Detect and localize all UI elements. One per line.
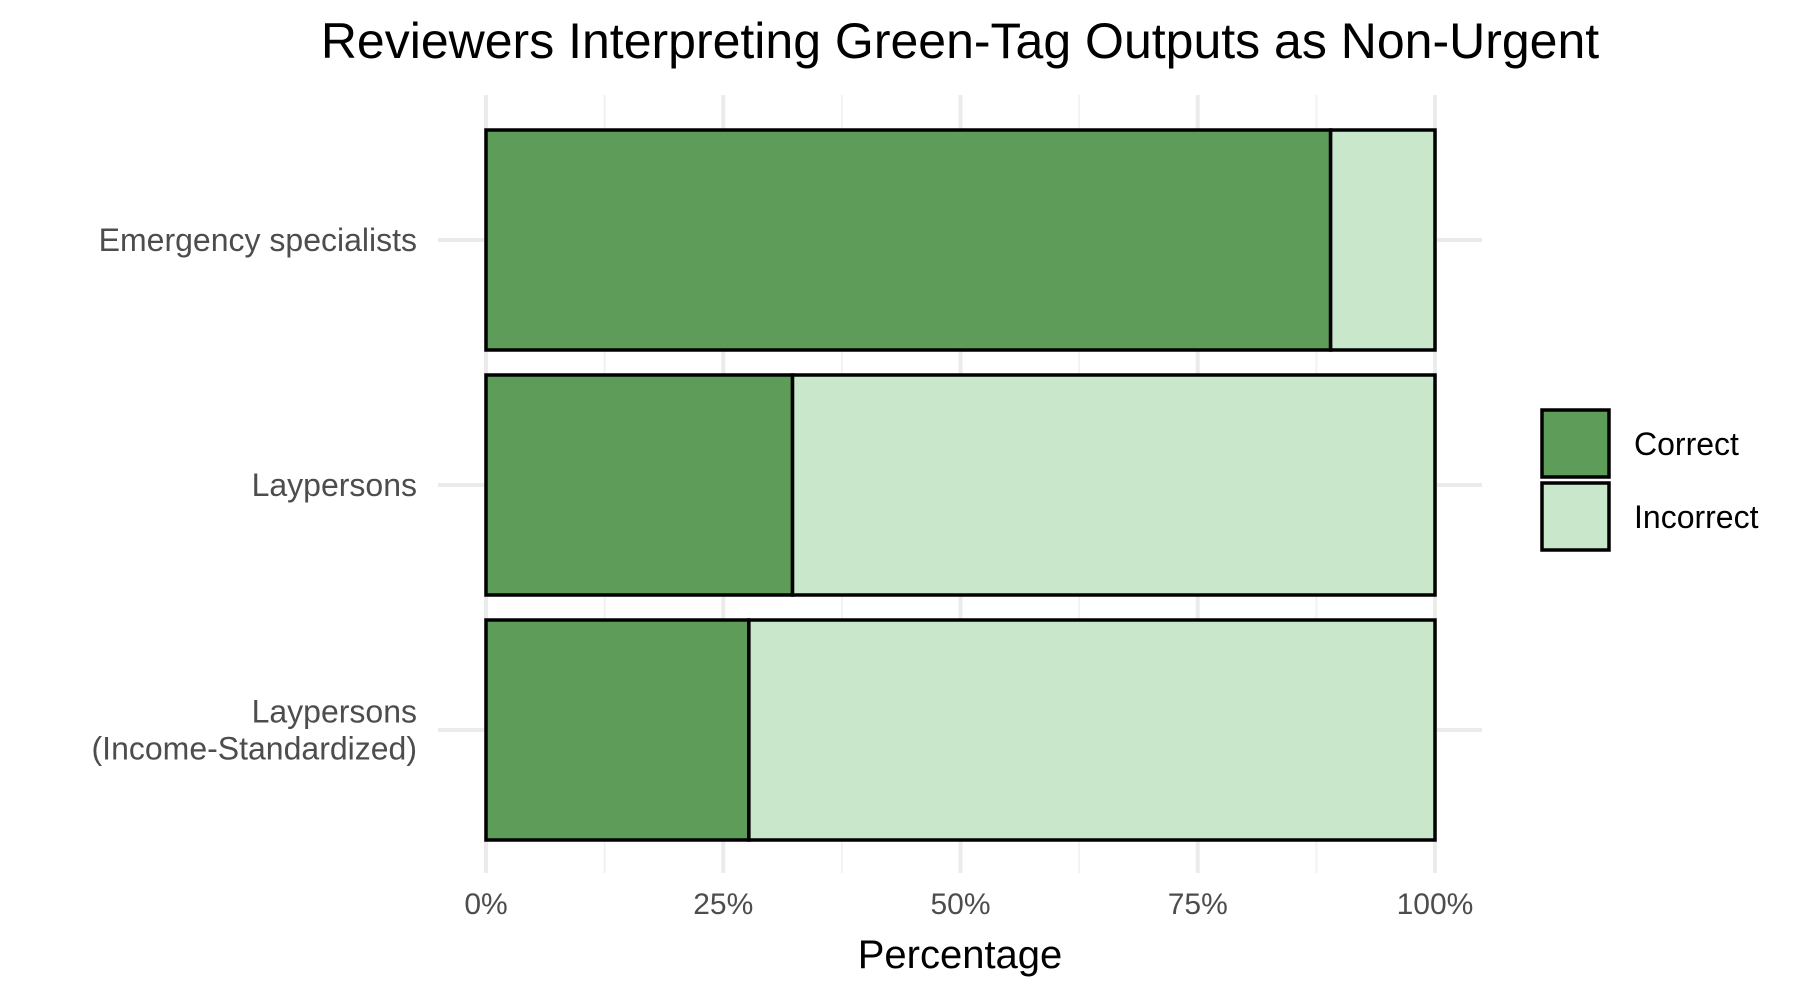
legend-label: Incorrect [1634, 499, 1759, 535]
bar-correct [484, 373, 795, 597]
x-axis-title: Percentage [858, 933, 1063, 977]
legend-key-correct [1540, 408, 1611, 479]
bar-incorrect [790, 373, 1437, 597]
category-label: Laypersons [252, 694, 417, 730]
chart-title: Reviewers Interpreting Green-Tag Outputs… [321, 13, 1599, 69]
bar-correct [484, 618, 751, 842]
legend-label: Correct [1634, 426, 1739, 462]
x-tick-label: 50% [930, 888, 990, 921]
category-label: Laypersons [252, 467, 417, 503]
bar-incorrect [1328, 128, 1437, 352]
category-label: Emergency specialists [99, 222, 417, 258]
legend-key-incorrect [1540, 481, 1611, 552]
bar-incorrect [747, 618, 1437, 842]
bar-correct [484, 128, 1333, 352]
x-tick-labels: 0% 25% 50% 75% 100% [464, 888, 1473, 921]
x-tick-label: 25% [693, 888, 753, 921]
x-tick-label: 75% [1168, 888, 1228, 921]
category-labels: Emergency specialists Laypersons Layperson… [92, 222, 417, 767]
x-tick-label: 100% [1397, 888, 1474, 921]
x-tick-label: 0% [464, 888, 507, 921]
category-label: (Income-Standardized) [92, 731, 417, 767]
legend: Correct Incorrect [1540, 408, 1759, 552]
bars [484, 128, 1437, 842]
